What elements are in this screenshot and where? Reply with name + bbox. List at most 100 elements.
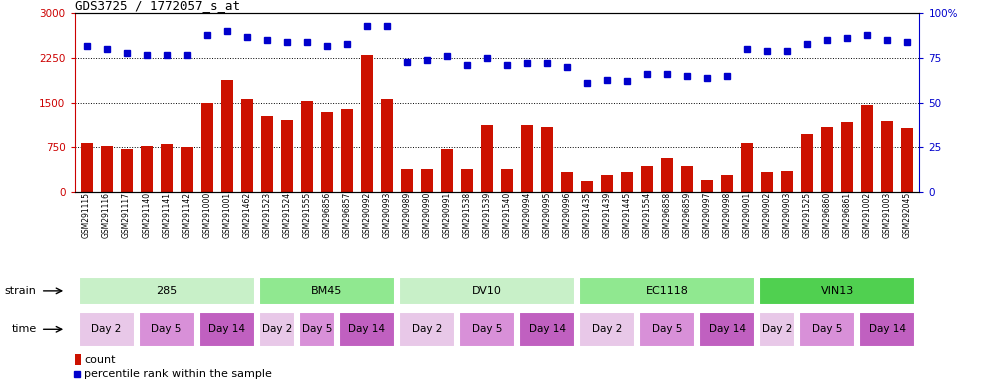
Bar <box>821 127 833 192</box>
Bar <box>882 121 894 192</box>
Text: GSM296860: GSM296860 <box>823 192 832 238</box>
Text: GSM291000: GSM291000 <box>202 192 211 238</box>
Text: Day 14: Day 14 <box>348 324 386 334</box>
Bar <box>902 128 913 192</box>
Text: GSM290992: GSM290992 <box>363 192 372 238</box>
Text: Day 14: Day 14 <box>869 324 906 334</box>
Bar <box>759 277 915 305</box>
Bar <box>699 312 755 347</box>
Bar <box>241 99 252 192</box>
Bar <box>100 146 112 192</box>
Bar <box>79 277 254 305</box>
Text: GSM291539: GSM291539 <box>482 192 491 238</box>
Bar <box>519 312 576 347</box>
Text: Day 5: Day 5 <box>812 324 843 334</box>
Text: GSM292045: GSM292045 <box>903 192 911 238</box>
Text: DV10: DV10 <box>472 286 502 296</box>
Text: GSM291538: GSM291538 <box>462 192 471 238</box>
Text: GSM291003: GSM291003 <box>883 192 892 238</box>
Bar <box>181 147 193 192</box>
Text: Day 2: Day 2 <box>412 324 442 334</box>
Bar <box>258 312 295 347</box>
Text: Day 5: Day 5 <box>472 324 502 334</box>
Bar <box>601 175 613 192</box>
Bar <box>561 172 574 192</box>
Bar <box>661 158 673 192</box>
Bar <box>401 169 413 192</box>
Bar <box>140 146 153 192</box>
Bar <box>75 354 82 365</box>
Bar <box>481 125 493 192</box>
Bar <box>759 312 795 347</box>
Bar <box>399 312 455 347</box>
Text: Day 5: Day 5 <box>652 324 682 334</box>
Text: EC1118: EC1118 <box>646 286 689 296</box>
Text: GSM291002: GSM291002 <box>863 192 872 238</box>
Bar <box>161 144 173 192</box>
Bar <box>781 171 793 192</box>
Text: Day 2: Day 2 <box>762 324 792 334</box>
Bar <box>258 277 395 305</box>
Bar <box>459 312 515 347</box>
Text: GSM291445: GSM291445 <box>622 192 631 238</box>
Text: Day 2: Day 2 <box>261 324 292 334</box>
Text: GSM296856: GSM296856 <box>322 192 331 238</box>
Text: GSM290996: GSM290996 <box>563 192 572 238</box>
Text: GSM290991: GSM290991 <box>442 192 451 238</box>
Text: Day 14: Day 14 <box>529 324 566 334</box>
Text: percentile rank within the sample: percentile rank within the sample <box>83 369 272 379</box>
Text: GSM290995: GSM290995 <box>543 192 552 238</box>
Text: GSM290901: GSM290901 <box>743 192 751 238</box>
Text: BM45: BM45 <box>311 286 343 296</box>
Text: Day 2: Day 2 <box>592 324 622 334</box>
Text: GSM290998: GSM290998 <box>723 192 732 238</box>
Text: GSM291435: GSM291435 <box>582 192 591 238</box>
Bar <box>701 180 714 192</box>
Text: GSM291115: GSM291115 <box>83 192 91 238</box>
Bar <box>420 169 433 192</box>
Bar <box>860 312 915 347</box>
Text: GDS3725 / 1772057_s_at: GDS3725 / 1772057_s_at <box>75 0 240 12</box>
Text: GSM296857: GSM296857 <box>342 192 351 238</box>
Text: GSM291140: GSM291140 <box>142 192 151 238</box>
Text: GSM291462: GSM291462 <box>243 192 251 238</box>
Text: GSM296861: GSM296861 <box>843 192 852 238</box>
Bar <box>742 142 753 192</box>
Text: GSM291001: GSM291001 <box>223 192 232 238</box>
Text: GSM291116: GSM291116 <box>102 192 111 238</box>
Bar <box>138 312 195 347</box>
Text: GSM291439: GSM291439 <box>602 192 611 238</box>
Bar <box>722 175 734 192</box>
Bar <box>581 181 593 192</box>
Bar <box>639 312 695 347</box>
Bar <box>79 312 134 347</box>
Text: strain: strain <box>5 286 37 296</box>
Text: GSM296859: GSM296859 <box>683 192 692 238</box>
Bar <box>441 149 453 192</box>
Text: GSM291540: GSM291540 <box>503 192 512 238</box>
Text: GSM291117: GSM291117 <box>122 192 131 238</box>
Bar <box>641 166 653 192</box>
Text: GSM291554: GSM291554 <box>643 192 652 238</box>
Text: GSM290990: GSM290990 <box>422 192 431 238</box>
Text: 285: 285 <box>156 286 177 296</box>
Text: GSM291525: GSM291525 <box>803 192 812 238</box>
Text: GSM291555: GSM291555 <box>302 192 311 238</box>
Text: GSM291141: GSM291141 <box>162 192 171 238</box>
Text: GSM290902: GSM290902 <box>762 192 771 238</box>
Bar <box>260 116 272 192</box>
Bar <box>580 277 755 305</box>
Bar <box>541 126 553 192</box>
Bar <box>521 125 533 192</box>
Bar <box>341 109 353 192</box>
Bar <box>120 149 132 192</box>
Bar <box>399 277 576 305</box>
Bar <box>862 105 874 192</box>
Text: GSM290903: GSM290903 <box>783 192 792 238</box>
Bar <box>361 55 373 192</box>
Bar <box>801 134 813 192</box>
Text: GSM296858: GSM296858 <box>663 192 672 238</box>
Bar <box>621 172 633 192</box>
Bar <box>280 120 293 192</box>
Text: GSM291142: GSM291142 <box>182 192 191 238</box>
